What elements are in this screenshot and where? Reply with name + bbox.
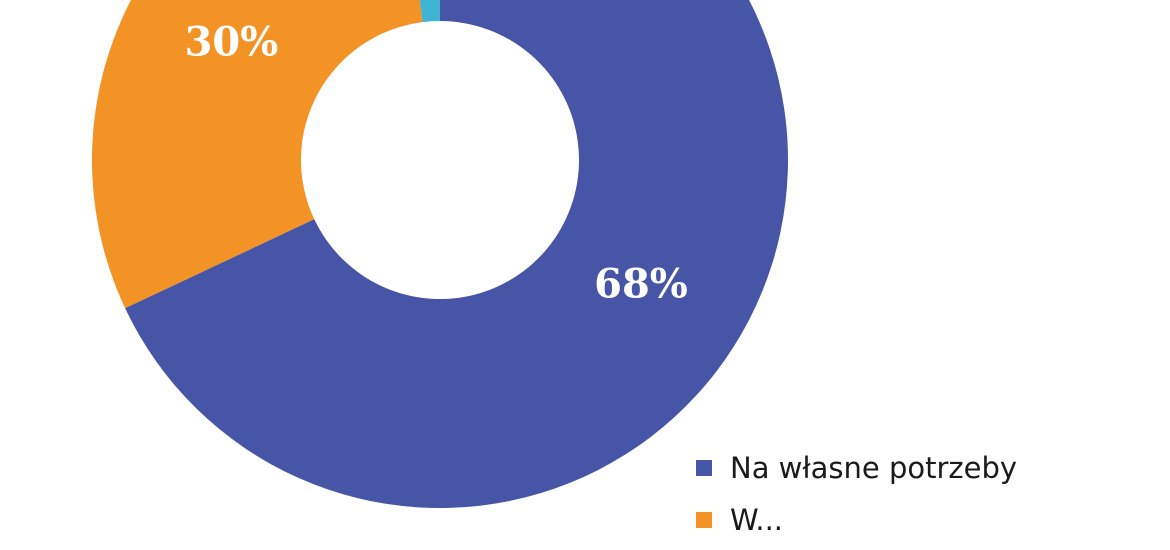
- legend-item-na-wlasne-potrzeby: Na własne potrzeby: [696, 446, 1017, 490]
- slice-label-0: 68%: [594, 261, 688, 308]
- legend-label-na-wlasne-potrzeby: Na własne potrzeby: [730, 451, 1018, 485]
- legend-item-second: W...: [696, 498, 1017, 542]
- slices-group: [92, 0, 788, 508]
- slice-1: [92, 0, 423, 309]
- donut-chart: 68% 30%: [92, 0, 788, 508]
- legend-swatch-second: [696, 512, 712, 528]
- slice-0: [125, 0, 788, 508]
- slice-label-1: 30%: [185, 18, 279, 65]
- legend-swatch-na-wlasne-potrzeby: [696, 460, 712, 476]
- slice-labels-group: 68% 30%: [185, 18, 688, 307]
- legend: Na własne potrzeby W...: [696, 446, 1017, 550]
- legend-label-second: W...: [730, 503, 784, 537]
- slice-2: [419, 0, 440, 23]
